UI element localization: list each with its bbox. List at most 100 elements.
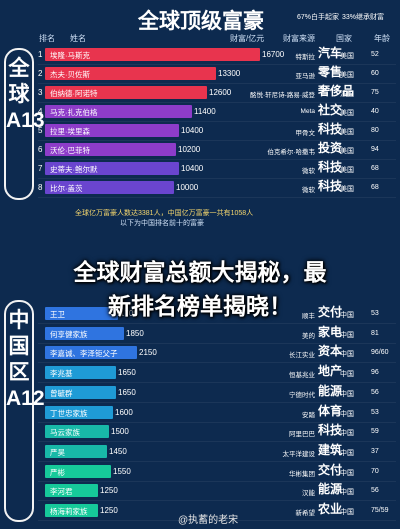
header-wealth: 财富/亿元 — [230, 34, 265, 43]
self-made-stat: 67%白手起家 — [297, 14, 340, 21]
source-label: 华彬集团 — [289, 470, 315, 478]
category-label: 埃隆·马斯克 — [50, 51, 90, 60]
industry-label: 汽车 — [318, 46, 343, 60]
country-label: 美国 — [340, 72, 354, 79]
watermark: @执蓄的老宋 — [178, 515, 239, 526]
industry-label: 科技 — [318, 160, 343, 174]
data-label: 1250 — [100, 486, 118, 496]
header-country: 国家 — [336, 34, 352, 43]
category-label: 丁世忠家族 — [50, 408, 88, 418]
rank-label: 1 — [38, 50, 43, 59]
category-label: 马云家族 — [50, 428, 80, 438]
data-label: 1550 — [113, 466, 131, 476]
age-label: 53 — [371, 310, 379, 317]
category-label: 史蒂夫·鲍尔默 — [50, 165, 98, 174]
data-label: 10200 — [178, 145, 201, 154]
age-label: 53 — [371, 408, 379, 416]
category-label: 王卫 — [50, 310, 65, 319]
industry-label: 建筑 — [318, 442, 343, 457]
page-title: 全球顶级富豪 — [138, 10, 264, 33]
rank-label: 6 — [38, 145, 43, 154]
category-label: 李河君 — [50, 487, 73, 497]
row-divider — [38, 323, 396, 324]
age-label: 56 — [371, 388, 379, 396]
category-label: 伯纳德·阿诺特 — [50, 89, 98, 98]
category-label: 杰夫·贝佐斯 — [50, 70, 90, 79]
row-divider — [38, 382, 396, 384]
data-label: 12600 — [209, 88, 232, 97]
source-label: 安踏 — [302, 411, 315, 419]
header-rank: 排名 — [39, 34, 55, 43]
industry-label: 交付 — [318, 462, 343, 477]
category-label: 曾毓群 — [50, 388, 73, 398]
data-label: 10400 — [181, 126, 204, 135]
age-label: 96/60 — [371, 349, 389, 357]
source-label: 顺丰 — [302, 313, 315, 320]
rank-label: 5 — [38, 126, 43, 135]
data-label: 1600 — [115, 407, 133, 417]
data-label: 10400 — [181, 164, 204, 173]
bar — [45, 307, 118, 320]
bar — [45, 405, 113, 419]
source-label: 伯克希尔·哈撒韦 — [267, 149, 315, 156]
china-note: 以下为中国排名前十的富豪 — [120, 220, 204, 227]
industry-label: 零售 — [318, 65, 343, 79]
age-label: 59 — [371, 428, 379, 436]
country-label: 美国 — [340, 167, 354, 174]
source-label: 亚马逊 — [295, 73, 316, 80]
industry-label: 投资 — [318, 141, 343, 155]
source-label: 宁德时代 — [289, 391, 315, 399]
row-divider — [38, 83, 396, 84]
industry-label: 奢侈品 — [318, 84, 355, 98]
industry-label: 体育 — [318, 403, 343, 418]
country-label: 中国 — [340, 509, 354, 516]
age-label: 60 — [371, 70, 379, 77]
source-label: 汉能 — [302, 490, 315, 498]
country-label: 中国 — [340, 331, 354, 339]
age-label: 37 — [371, 447, 379, 455]
category-label: 杨海莉家族 — [50, 507, 88, 516]
header-age: 年龄 — [374, 34, 390, 43]
inherited-stat: 33%继承财富 — [342, 14, 385, 21]
age-label: 81 — [371, 329, 379, 337]
industry-label: 科技 — [318, 122, 343, 136]
category-label: 马克·扎克伯格 — [50, 108, 98, 117]
industry-label: 科技 — [318, 423, 343, 438]
row-divider — [38, 102, 396, 103]
row-divider — [38, 401, 396, 403]
age-label: 68 — [371, 165, 379, 172]
global-side-label: 全球A13 — [4, 48, 45, 200]
bar — [45, 366, 116, 380]
source-label: 恒基兆业 — [289, 372, 315, 380]
bar — [45, 464, 111, 478]
data-label: 1650 — [118, 387, 136, 397]
source-label: 甲骨文 — [295, 130, 316, 137]
global-note: 全球亿万富豪人数达3381人，中国亿万富豪一共有1058人 — [75, 210, 254, 217]
bar — [45, 67, 216, 80]
country-label: 中国 — [340, 410, 354, 418]
bar — [45, 181, 174, 194]
bar — [45, 425, 109, 439]
category-label: 严彬 — [50, 467, 65, 477]
overlay-headline: 全球财富总额大揭秘，最 新排名榜单揭晓！ — [0, 255, 400, 323]
source-label: 酩悦·轩尼诗-路易·威登 — [250, 92, 315, 99]
data-label: 2150 — [139, 348, 157, 358]
country-label: 中国 — [340, 430, 354, 438]
row-divider — [38, 121, 396, 122]
country-label: 美国 — [340, 148, 354, 155]
industry-label: 科技 — [318, 179, 343, 193]
industry-label: 交付 — [318, 305, 343, 319]
data-label: 1250 — [100, 506, 118, 515]
bar — [45, 444, 107, 458]
data-label: 16700 — [262, 50, 285, 59]
rank-label: 3 — [38, 88, 43, 97]
industry-label: 地产 — [318, 364, 343, 379]
bar — [45, 143, 176, 156]
age-label: 96 — [371, 369, 379, 377]
bar — [45, 326, 124, 340]
age-label: 68 — [371, 184, 379, 191]
category-label: 比尔·盖茨 — [50, 184, 83, 193]
age-label: 56 — [371, 487, 379, 495]
header-name: 姓名 — [70, 34, 86, 43]
category-label: 李嘉诚、李泽钜父子 — [50, 349, 118, 359]
